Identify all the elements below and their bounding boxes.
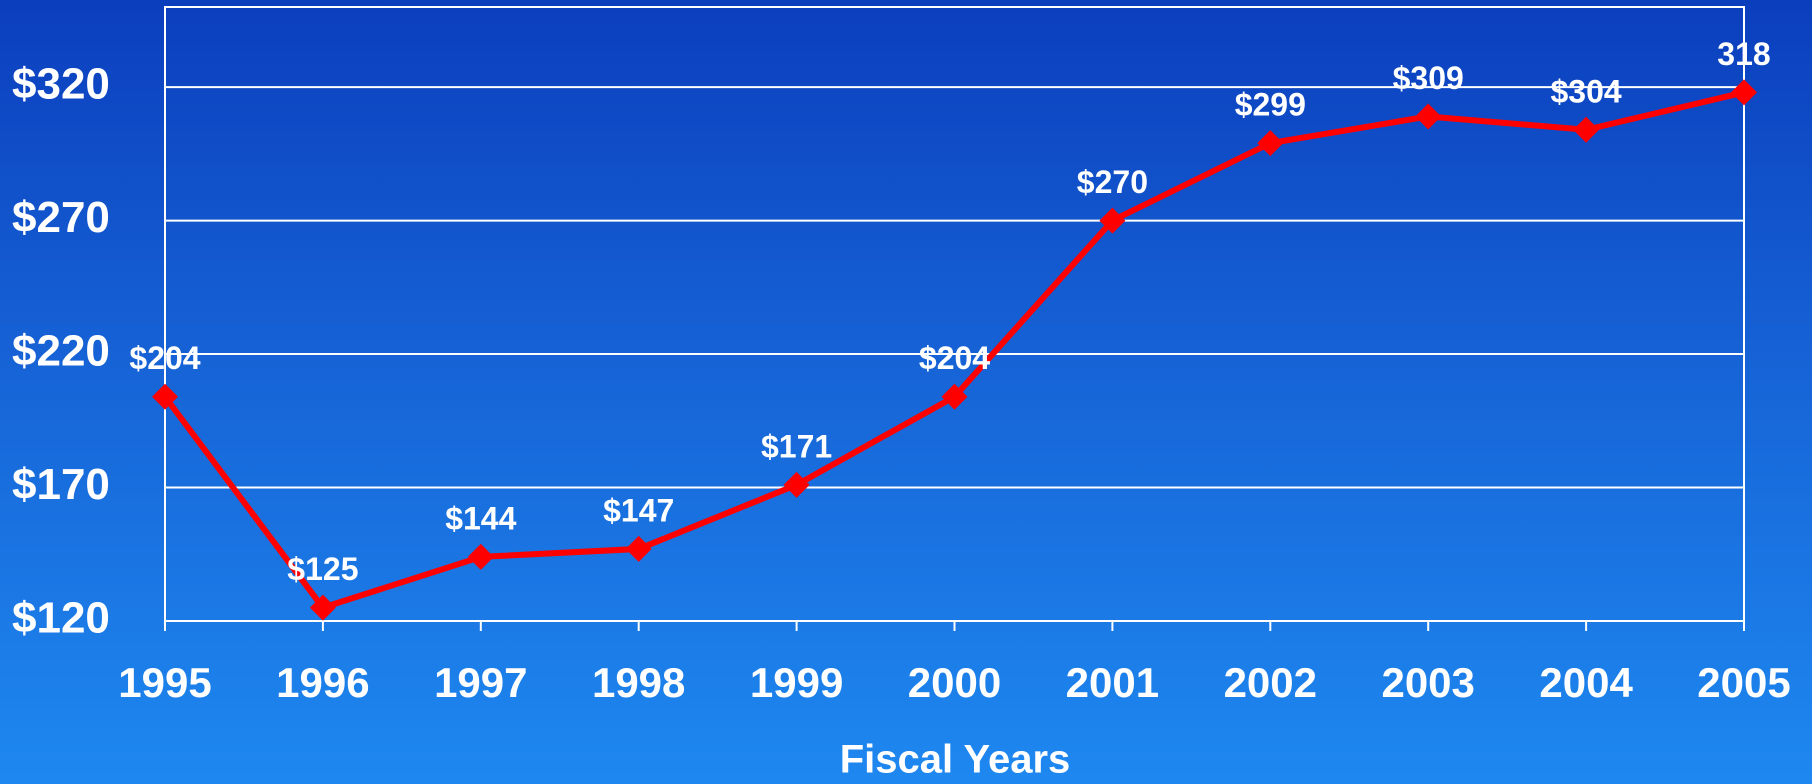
data-label: $147 bbox=[603, 492, 674, 528]
data-label: $144 bbox=[445, 500, 516, 536]
data-label: $125 bbox=[287, 551, 358, 587]
data-marker bbox=[467, 543, 494, 570]
data-marker bbox=[1415, 103, 1442, 130]
x-axis-label: Fiscal Years bbox=[840, 738, 1071, 782]
y-tick-label: $320 bbox=[12, 60, 110, 109]
y-tick-label: $120 bbox=[12, 594, 110, 643]
data-label: $299 bbox=[1235, 87, 1306, 123]
data-marker bbox=[1099, 207, 1126, 234]
data-marker bbox=[1573, 116, 1600, 143]
x-tick-label: 1996 bbox=[276, 659, 369, 706]
x-tick-label: 1998 bbox=[592, 659, 685, 706]
data-label: $309 bbox=[1393, 60, 1464, 96]
data-label: $204 bbox=[129, 340, 200, 376]
x-tick-label: 2002 bbox=[1224, 659, 1317, 706]
x-tick-label: 2000 bbox=[908, 659, 1001, 706]
y-tick-label: $170 bbox=[12, 460, 110, 509]
y-tick-label: $220 bbox=[12, 327, 110, 376]
data-marker bbox=[152, 383, 178, 410]
data-marker bbox=[1257, 130, 1284, 157]
data-label: $270 bbox=[1077, 164, 1148, 200]
x-tick-label: 2001 bbox=[1066, 659, 1159, 706]
data-label: $171 bbox=[761, 428, 832, 464]
plot-frame bbox=[164, 6, 1745, 622]
data-marker bbox=[941, 383, 968, 410]
x-tick-label: 2005 bbox=[1697, 659, 1790, 706]
x-tick-label: 2003 bbox=[1381, 659, 1474, 706]
x-tick-label: 2004 bbox=[1539, 659, 1633, 706]
x-tick-label: 1995 bbox=[118, 659, 211, 706]
data-marker bbox=[625, 535, 652, 562]
data-marker bbox=[1731, 79, 1757, 106]
y-tick-label: $270 bbox=[12, 193, 110, 242]
x-tick-label: 1997 bbox=[434, 659, 527, 706]
data-label: $304 bbox=[1551, 73, 1622, 109]
data-marker bbox=[309, 594, 336, 621]
data-label: $204 bbox=[919, 340, 990, 376]
x-tick-label: 1999 bbox=[750, 659, 843, 706]
data-label: 318 bbox=[1717, 36, 1770, 72]
data-marker bbox=[783, 471, 810, 498]
